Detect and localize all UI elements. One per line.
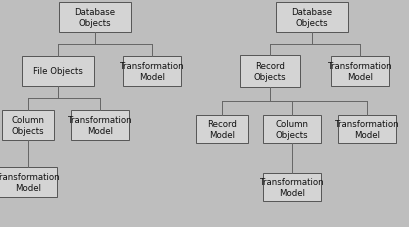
FancyBboxPatch shape xyxy=(0,167,57,197)
FancyBboxPatch shape xyxy=(196,116,247,143)
FancyBboxPatch shape xyxy=(239,56,299,88)
Text: Transformation
Model: Transformation Model xyxy=(327,62,391,82)
FancyBboxPatch shape xyxy=(71,111,129,140)
Text: Database
Objects: Database Objects xyxy=(74,8,115,28)
FancyBboxPatch shape xyxy=(262,173,320,201)
Text: Record
Model: Record Model xyxy=(207,119,236,139)
Text: Column
Objects: Column Objects xyxy=(275,119,308,139)
FancyBboxPatch shape xyxy=(59,3,131,33)
Text: Transformation
Model: Transformation Model xyxy=(0,172,60,192)
Text: Record
Objects: Record Objects xyxy=(253,62,285,82)
Text: File Objects: File Objects xyxy=(33,67,83,76)
FancyBboxPatch shape xyxy=(2,111,54,140)
Text: Transformation
Model: Transformation Model xyxy=(334,119,398,139)
FancyBboxPatch shape xyxy=(337,116,395,143)
FancyBboxPatch shape xyxy=(330,57,388,87)
Text: Transformation
Model: Transformation Model xyxy=(119,62,184,82)
FancyBboxPatch shape xyxy=(123,57,180,87)
FancyBboxPatch shape xyxy=(262,116,320,143)
Text: Database
Objects: Database Objects xyxy=(291,8,332,28)
Text: Column
Objects: Column Objects xyxy=(11,116,45,136)
FancyBboxPatch shape xyxy=(22,57,94,87)
FancyBboxPatch shape xyxy=(275,3,347,33)
Text: Transformation
Model: Transformation Model xyxy=(67,116,132,136)
Text: Transformation
Model: Transformation Model xyxy=(259,177,324,197)
